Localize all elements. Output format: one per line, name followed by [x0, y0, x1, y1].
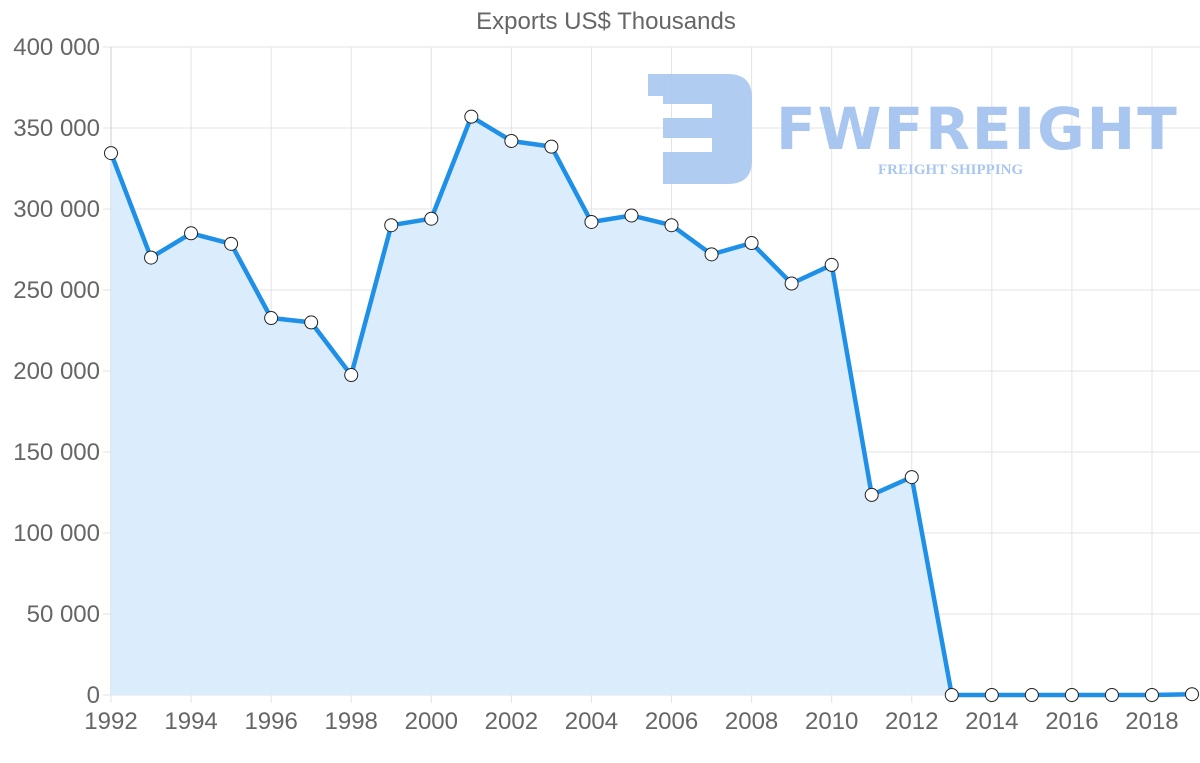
data-point — [784, 276, 799, 291]
x-tick-label: 1994 — [164, 708, 217, 735]
y-tick-label: 250 000 — [13, 277, 100, 304]
data-point — [384, 218, 399, 233]
x-axis: 1992 1994 1996 1998 2000 2002 2004 2006 2008 2010… — [84, 708, 1178, 735]
data-point — [304, 315, 319, 330]
data-point — [424, 211, 439, 226]
data-point — [1064, 688, 1079, 702]
y-tick-label: 200 000 — [13, 358, 100, 385]
data-point — [624, 208, 639, 223]
x-tick-label: 1998 — [325, 708, 378, 735]
data-point — [984, 688, 999, 702]
data-point — [224, 236, 239, 251]
data-point — [824, 257, 839, 272]
logo-icon — [648, 74, 752, 184]
x-tick-label: 2004 — [565, 708, 618, 735]
y-tick-label: 50 000 — [27, 601, 100, 628]
x-tick-label: 1996 — [244, 708, 297, 735]
data-line — [108, 114, 1193, 698]
x-tick-label: 2002 — [485, 708, 538, 735]
x-tick-label: 2012 — [885, 708, 938, 735]
x-tick-label: 2018 — [1125, 708, 1178, 735]
x-tick-label: 2006 — [645, 708, 698, 735]
data-point — [344, 368, 359, 383]
data-point — [184, 226, 199, 241]
fwfreight-watermark: FWFREIGHT FREIGHT SHIPPING — [648, 74, 1179, 184]
x-tick-label: 2000 — [405, 708, 458, 735]
data-point — [264, 311, 279, 326]
x-tick-label: 2010 — [805, 708, 858, 735]
data-point — [1144, 688, 1159, 702]
watermark-tagline: FREIGHT SHIPPING — [878, 162, 1023, 178]
data-point — [744, 236, 759, 251]
data-point — [544, 139, 559, 154]
y-tick-label: 400 000 — [13, 34, 100, 61]
y-tick-label: 150 000 — [13, 439, 100, 466]
data-point — [864, 487, 879, 502]
y-tick-label: 300 000 — [13, 196, 100, 223]
area-fill — [111, 116, 1192, 695]
y-tick-label: 0 — [87, 682, 100, 709]
data-point — [1024, 688, 1039, 702]
y-axis: 0 50 000 100 000 150 000 200 000 250 000 300 0… — [13, 34, 100, 709]
data-point — [1185, 687, 1199, 702]
data-point — [104, 146, 118, 161]
data-point — [904, 470, 919, 485]
x-tick-label: 2014 — [965, 708, 1018, 735]
data-point — [464, 109, 479, 124]
y-tick-label: 350 000 — [13, 115, 100, 142]
data-point — [944, 688, 959, 702]
data-point — [144, 250, 159, 265]
data-point — [664, 218, 679, 233]
x-tick-label: 2016 — [1045, 708, 1098, 735]
data-point — [584, 214, 599, 229]
y-tick-label: 100 000 — [13, 520, 100, 547]
data-point — [1104, 688, 1119, 702]
x-tick-label: 1992 — [84, 708, 137, 735]
data-points — [104, 109, 1199, 702]
data-point — [504, 133, 519, 148]
x-tick-label: 2008 — [725, 708, 778, 735]
watermark-brand: FWFREIGHT — [776, 95, 1179, 163]
chart-title: Exports US$ Thousands — [476, 8, 736, 35]
data-point — [704, 247, 719, 262]
